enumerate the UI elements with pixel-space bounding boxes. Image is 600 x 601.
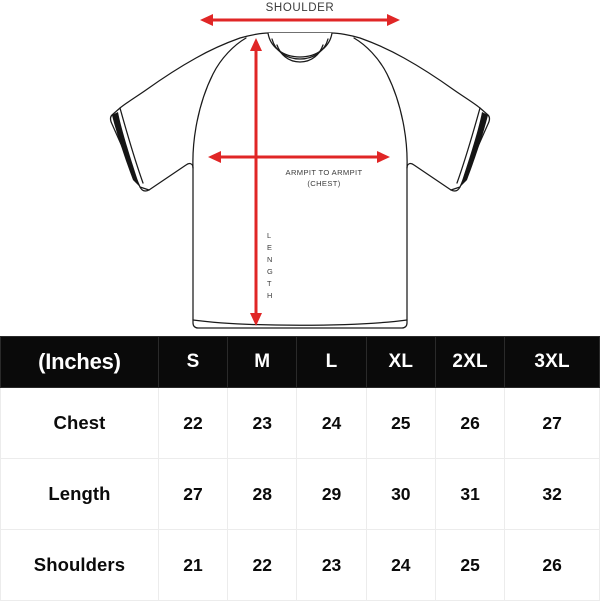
size-table: (Inches) S M L XL 2XL 3XL Chest 22 23 24… (0, 336, 600, 601)
row-label-length: Length (0, 458, 159, 530)
cell-chest-3xl: 27 (504, 387, 600, 459)
chest-arrow (208, 151, 390, 163)
cell-shoulders-m: 22 (227, 529, 298, 601)
cell-chest-m: 23 (227, 387, 298, 459)
cell-chest-xl: 25 (365, 387, 436, 459)
cell-length-2xl: 31 (434, 458, 506, 530)
header-unit: (Inches) (0, 336, 159, 388)
svg-text:E: E (267, 243, 272, 252)
cell-shoulders-2xl: 25 (434, 529, 506, 601)
cell-chest-2xl: 26 (434, 387, 506, 459)
table-row: Chest 22 23 24 25 26 27 (0, 387, 600, 459)
table-row: Shoulders 21 22 23 24 25 26 (0, 529, 600, 601)
header-size-xl: XL (365, 336, 436, 388)
cell-length-s: 27 (157, 458, 229, 530)
svg-text:N: N (267, 255, 273, 264)
svg-text:H: H (267, 291, 273, 300)
cell-chest-l: 24 (296, 387, 367, 459)
cell-length-l: 29 (296, 458, 367, 530)
shoulder-label: SHOULDER (266, 2, 335, 14)
chest-label-line1: ARMPIT TO ARMPIT (286, 168, 363, 177)
length-arrow (250, 38, 262, 326)
tshirt-outline-icon (109, 32, 491, 329)
shoulder-arrow (200, 14, 400, 26)
row-label-shoulders: Shoulders (0, 529, 159, 601)
right-cuff-shading (460, 112, 488, 187)
cell-shoulders-l: 23 (296, 529, 367, 601)
row-label-chest: Chest (0, 387, 159, 459)
length-label: L E N G T H (267, 231, 273, 300)
tshirt-measurement-diagram: SHOULDER L E N G T H (109, 2, 491, 329)
header-size-3xl: 3XL (504, 336, 600, 388)
header-size-2xl: 2XL (434, 336, 506, 388)
table-row: Length 27 28 29 30 31 32 (0, 458, 600, 530)
header-size-s: S (157, 336, 229, 388)
cell-length-3xl: 32 (504, 458, 600, 530)
svg-text:G: G (267, 267, 273, 276)
cell-chest-s: 22 (157, 387, 229, 459)
cell-shoulders-s: 21 (157, 529, 229, 601)
chest-label-line2: (CHEST) (307, 179, 340, 188)
table-header-row: (Inches) S M L XL 2XL 3XL (0, 336, 600, 388)
size-table-container: (Inches) S M L XL 2XL 3XL Chest 22 23 24… (0, 336, 600, 601)
header-size-l: L (296, 336, 367, 388)
cell-length-m: 28 (227, 458, 298, 530)
header-size-m: M (227, 336, 298, 388)
svg-text:L: L (267, 231, 271, 240)
cell-shoulders-3xl: 26 (504, 529, 600, 601)
svg-text:T: T (267, 279, 272, 288)
cell-length-xl: 30 (365, 458, 436, 530)
left-cuff-shading (112, 112, 140, 187)
cell-shoulders-xl: 24 (365, 529, 436, 601)
